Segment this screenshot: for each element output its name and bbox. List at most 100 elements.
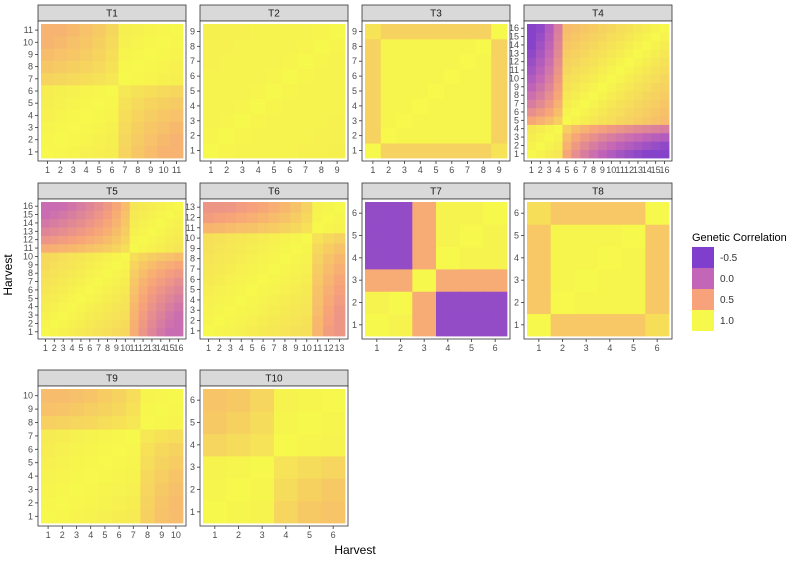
heatmap-cell (257, 305, 269, 316)
heatmap-cell (165, 285, 175, 295)
heatmap-cell (41, 509, 56, 524)
heatmap-cell (660, 141, 670, 151)
heatmap-cell (138, 269, 148, 278)
heatmap-cell (279, 253, 291, 265)
heatmap-cell (571, 99, 581, 109)
heatmap-cell (129, 310, 140, 320)
facet-strip-label: T3 (430, 9, 442, 20)
y-tick-label: 3 (190, 462, 195, 472)
x-tick-label: 7 (96, 343, 101, 353)
heatmap-cell (297, 433, 322, 457)
heatmap-cell (535, 99, 546, 109)
heatmap-cell (268, 305, 280, 316)
heatmap-cell (58, 243, 69, 253)
heatmap-cell (535, 82, 546, 92)
heatmap-cell (105, 24, 119, 37)
y-tick-label: 7 (190, 56, 195, 66)
heatmap-cell (589, 32, 599, 42)
heatmap-cell (234, 113, 251, 129)
heatmap-cell (83, 402, 99, 417)
heatmap-cell (218, 53, 235, 70)
heatmap-cell (168, 415, 184, 430)
heatmap-cell (226, 500, 251, 524)
heatmap-cell (396, 83, 413, 99)
heatmap-cell (140, 429, 155, 443)
heatmap-cell (112, 260, 122, 270)
heatmap-cell (203, 53, 220, 70)
heatmap-cell (660, 107, 670, 117)
heatmap-cell (443, 68, 461, 84)
y-tick-label: 2 (352, 298, 357, 308)
heatmap-cell (156, 218, 166, 228)
heatmap-cell (55, 456, 70, 470)
heatmap-cell (55, 389, 70, 403)
heatmap-cell (83, 415, 99, 430)
heatmap-cell (268, 212, 280, 224)
heatmap-cell (83, 429, 99, 443)
heatmap-cell (660, 32, 670, 42)
heatmap-cell (562, 82, 572, 92)
heatmap-cell (250, 128, 267, 144)
heatmap-cell (535, 116, 546, 125)
heatmap-cell (550, 269, 575, 292)
heatmap-cell (140, 456, 155, 470)
heatmap-cell (642, 141, 652, 151)
heatmap-cell (118, 60, 132, 74)
x-tick-label: 10 (171, 530, 181, 540)
heatmap-cell (69, 456, 84, 470)
heatmap-cell (76, 294, 86, 303)
heatmap-cell (313, 38, 330, 55)
heatmap-cell (138, 277, 148, 287)
heatmap-cell (126, 389, 141, 403)
y-tick-label: 5 (352, 231, 357, 241)
heatmap-cell (224, 274, 237, 285)
heatmap-cell (412, 98, 429, 114)
heatmap-cell (103, 218, 113, 228)
y-tick-label: 9 (514, 82, 519, 92)
facet-panel: T511223344556677889910101111121213131414… (23, 182, 187, 353)
heatmap-cell (83, 509, 99, 524)
y-tick-label: 6 (190, 395, 195, 405)
x-tick-label: 13 (147, 343, 157, 353)
heatmap-cell (85, 202, 95, 211)
x-tick-label: 6 (493, 343, 498, 353)
heatmap-cell (527, 57, 537, 67)
heatmap-cell (651, 74, 661, 84)
y-tick-label: 12 (23, 235, 33, 245)
heatmap-cell (144, 24, 158, 37)
heatmap-cell (615, 24, 626, 33)
heatmap-cell (574, 246, 599, 270)
heatmap-cell (118, 84, 132, 98)
x-tick-label: 9 (148, 165, 153, 175)
heatmap-cell (131, 133, 145, 147)
heatmap-cell (105, 97, 119, 110)
heatmap-cell (41, 482, 56, 497)
heatmap-cell (224, 243, 237, 254)
heatmap-cell (213, 284, 226, 296)
heatmap-cell (235, 253, 248, 265)
heatmap-cell (165, 218, 175, 228)
heatmap-cells (365, 202, 508, 337)
heatmap-cell (550, 224, 575, 248)
y-tick-label: 15 (23, 210, 33, 220)
heatmap-cell (79, 24, 94, 37)
heatmap-cell (144, 121, 158, 135)
heatmap-cell (126, 429, 141, 443)
heatmap-cell (92, 36, 106, 49)
heatmap-cell (313, 143, 330, 159)
y-tick-label: 3 (514, 132, 519, 142)
heatmap-cell (562, 149, 572, 159)
heatmap-cells (41, 24, 184, 159)
heatmap-cell (126, 415, 141, 430)
heatmap-cell (268, 274, 280, 285)
heatmap-cell (168, 442, 184, 457)
heatmap-cell (156, 327, 166, 337)
heatmap-cell (491, 38, 508, 55)
heatmap-cell (598, 82, 608, 92)
heatmap-cell (97, 456, 113, 470)
heatmap-cell (112, 210, 122, 220)
y-tick-label: 10 (23, 37, 33, 47)
x-tick-label: 6 (87, 343, 92, 353)
heatmap-cell (203, 433, 228, 457)
heatmap-cell (203, 24, 220, 40)
